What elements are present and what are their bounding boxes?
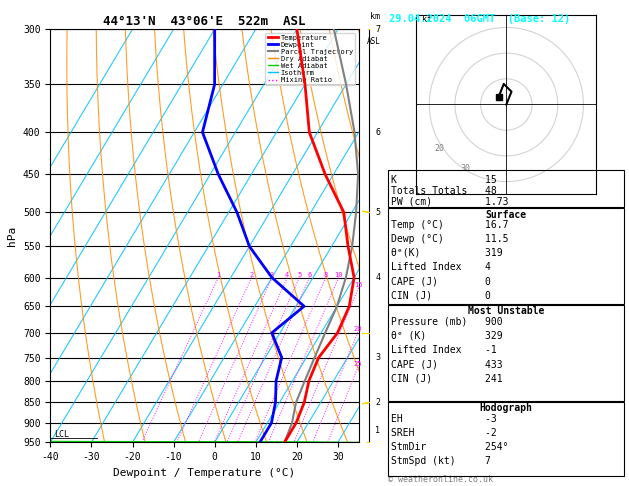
Text: km: km xyxy=(370,12,381,21)
Text: 5: 5 xyxy=(376,208,381,217)
Text: θᵉ(K)           319: θᵉ(K) 319 xyxy=(391,248,503,258)
Y-axis label: hPa: hPa xyxy=(8,226,18,246)
Text: CAPE (J)        0: CAPE (J) 0 xyxy=(391,276,491,286)
Text: Surface: Surface xyxy=(486,210,526,220)
Text: StmSpd (kt)     7: StmSpd (kt) 7 xyxy=(391,456,491,467)
Text: Most Unstable: Most Unstable xyxy=(468,306,544,316)
Text: 1: 1 xyxy=(216,272,220,278)
Legend: Temperature, Dewpoint, Parcel Trajectory, Dry Adiabat, Wet Adiabat, Isotherm, Mi: Temperature, Dewpoint, Parcel Trajectory… xyxy=(265,33,355,85)
Text: © weatheronline.co.uk: © weatheronline.co.uk xyxy=(388,474,493,484)
Text: Hodograph: Hodograph xyxy=(479,403,533,414)
Text: ASL: ASL xyxy=(367,37,381,47)
Text: 2: 2 xyxy=(250,272,253,278)
Text: LCL: LCL xyxy=(55,430,69,439)
Text: 30: 30 xyxy=(460,164,470,174)
Text: 25: 25 xyxy=(354,361,362,367)
Text: 2: 2 xyxy=(376,398,381,407)
Text: Dewp (°C)       11.5: Dewp (°C) 11.5 xyxy=(391,234,509,244)
Text: 29.04.2024  06GMT  (Base: 12): 29.04.2024 06GMT (Base: 12) xyxy=(389,14,570,24)
Text: 15: 15 xyxy=(354,282,363,288)
Text: 5: 5 xyxy=(297,272,301,278)
Text: 8: 8 xyxy=(323,272,328,278)
Text: PW (cm)         1.73: PW (cm) 1.73 xyxy=(391,196,509,207)
Text: θᵉ (K)          329: θᵉ (K) 329 xyxy=(391,331,503,341)
X-axis label: Dewpoint / Temperature (°C): Dewpoint / Temperature (°C) xyxy=(113,468,296,478)
Text: 3: 3 xyxy=(376,353,381,362)
Text: Pressure (mb)   900: Pressure (mb) 900 xyxy=(391,317,503,327)
Text: Temp (°C)       16.7: Temp (°C) 16.7 xyxy=(391,220,509,230)
Text: 4: 4 xyxy=(285,272,289,278)
Text: K               15: K 15 xyxy=(391,175,497,185)
Text: Lifted Index    -1: Lifted Index -1 xyxy=(391,345,497,355)
Text: 6: 6 xyxy=(376,128,381,137)
Text: CIN (J)         0: CIN (J) 0 xyxy=(391,290,491,300)
Text: 20: 20 xyxy=(353,326,362,332)
Text: 10: 10 xyxy=(335,272,343,278)
Text: kt: kt xyxy=(421,15,431,24)
Text: 3: 3 xyxy=(270,272,274,278)
Title: 44°13'N  43°06'E  522m  ASL: 44°13'N 43°06'E 522m ASL xyxy=(103,15,306,28)
Text: 7: 7 xyxy=(376,25,381,34)
Text: Totals Totals   48: Totals Totals 48 xyxy=(391,186,497,196)
Text: 4: 4 xyxy=(376,273,381,282)
Text: CIN (J)         241: CIN (J) 241 xyxy=(391,373,503,383)
Text: 20: 20 xyxy=(435,144,445,153)
Text: CAPE (J)        433: CAPE (J) 433 xyxy=(391,359,503,369)
Text: SREH            -2: SREH -2 xyxy=(391,428,497,438)
Text: 6: 6 xyxy=(307,272,311,278)
Text: EH              -3: EH -3 xyxy=(391,414,497,424)
Text: StmDir          254°: StmDir 254° xyxy=(391,442,509,452)
Text: 1: 1 xyxy=(376,426,381,435)
Text: Lifted Index    4: Lifted Index 4 xyxy=(391,262,491,272)
